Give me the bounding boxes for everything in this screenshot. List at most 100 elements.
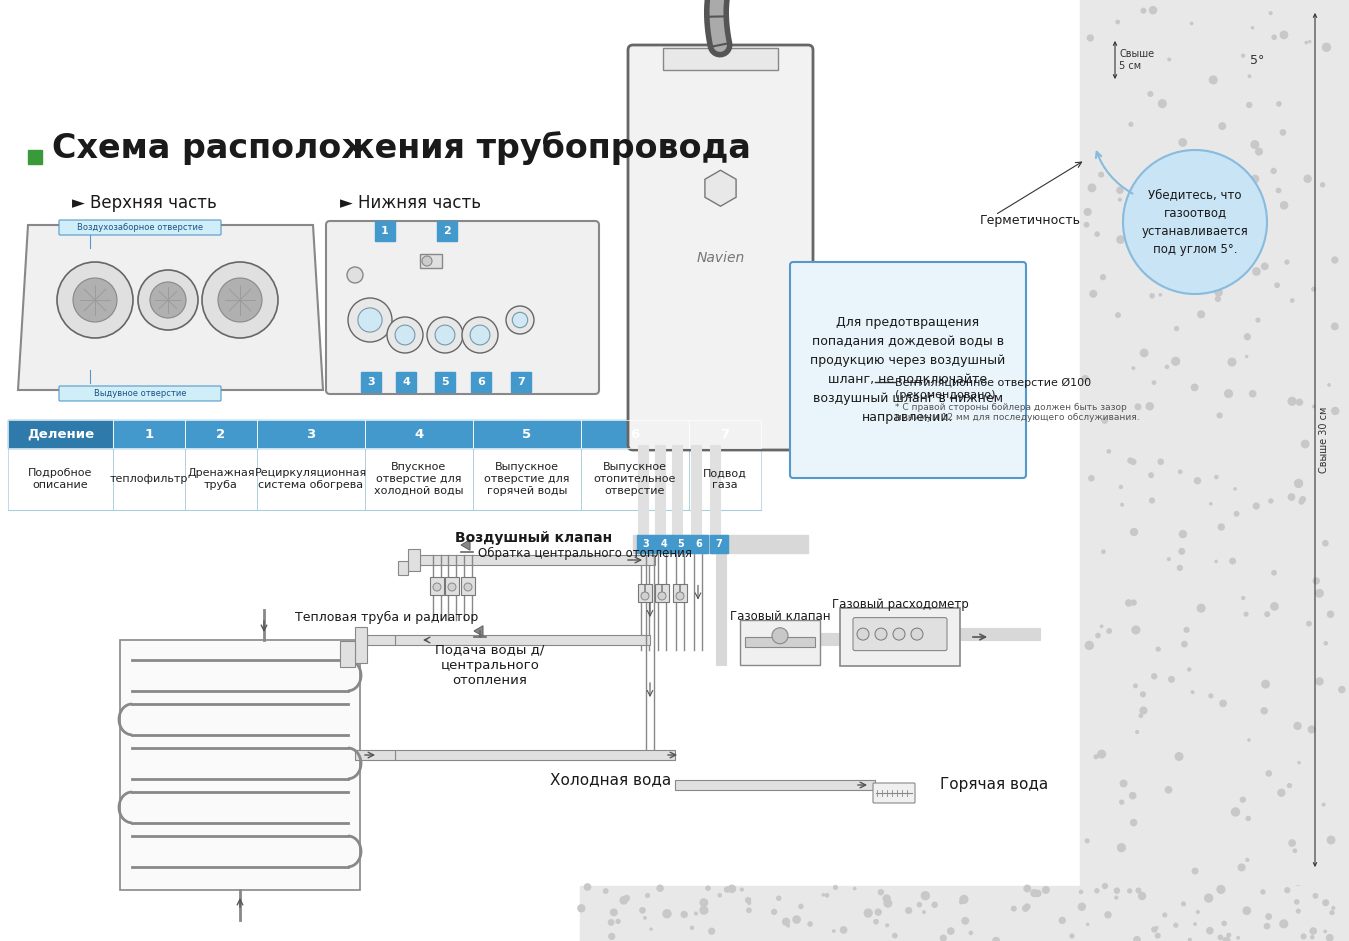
Circle shape <box>73 278 117 322</box>
Circle shape <box>1290 911 1295 917</box>
Circle shape <box>772 628 788 644</box>
Circle shape <box>1116 21 1120 24</box>
FancyBboxPatch shape <box>59 220 221 235</box>
Circle shape <box>1179 901 1184 905</box>
Bar <box>960 628 1040 640</box>
Text: Воздушный клапан: Воздушный клапан <box>455 531 612 545</box>
Circle shape <box>1325 642 1327 645</box>
Circle shape <box>1265 914 1271 919</box>
Text: 4: 4 <box>414 427 424 440</box>
Bar <box>355 750 395 760</box>
Circle shape <box>1141 8 1145 13</box>
Circle shape <box>1329 935 1331 938</box>
Circle shape <box>1280 130 1286 136</box>
Bar <box>689 448 761 510</box>
Circle shape <box>1159 100 1166 107</box>
Circle shape <box>1140 249 1144 253</box>
Circle shape <box>893 933 897 938</box>
Circle shape <box>681 912 687 917</box>
FancyBboxPatch shape <box>853 617 947 650</box>
Circle shape <box>1331 407 1338 414</box>
Bar <box>689 535 708 553</box>
Circle shape <box>1193 869 1198 874</box>
FancyBboxPatch shape <box>326 221 599 394</box>
Bar <box>366 420 473 448</box>
Circle shape <box>1190 23 1193 24</box>
Circle shape <box>1159 459 1163 464</box>
Text: 1: 1 <box>144 427 154 440</box>
Circle shape <box>876 628 888 640</box>
Circle shape <box>1253 268 1260 275</box>
Circle shape <box>728 885 735 892</box>
Circle shape <box>1256 318 1260 322</box>
Text: 3: 3 <box>642 539 649 549</box>
Circle shape <box>676 592 684 600</box>
Circle shape <box>357 308 382 332</box>
Circle shape <box>1205 894 1213 902</box>
Circle shape <box>1298 761 1300 764</box>
Circle shape <box>1128 458 1133 463</box>
Bar <box>689 420 761 448</box>
Bar <box>673 584 687 602</box>
Circle shape <box>1168 677 1174 682</box>
Circle shape <box>1166 365 1168 369</box>
Circle shape <box>138 270 198 330</box>
Circle shape <box>1191 691 1194 694</box>
Circle shape <box>1323 900 1329 905</box>
FancyBboxPatch shape <box>629 45 813 450</box>
Bar <box>656 445 665 535</box>
Text: 5: 5 <box>522 427 532 440</box>
Circle shape <box>1309 726 1315 733</box>
Circle shape <box>657 885 664 891</box>
Circle shape <box>884 895 890 902</box>
Circle shape <box>1129 792 1136 799</box>
Text: Воздухозаборное отверстие: Воздухозаборное отверстие <box>77 222 204 231</box>
Circle shape <box>940 935 946 941</box>
Text: Дренажная
труба: Дренажная труба <box>188 469 255 490</box>
Circle shape <box>584 884 591 890</box>
Bar <box>656 535 673 553</box>
Text: 2: 2 <box>442 226 451 236</box>
Circle shape <box>1210 502 1211 504</box>
Circle shape <box>348 298 393 342</box>
Circle shape <box>749 901 750 904</box>
Circle shape <box>658 592 666 600</box>
Circle shape <box>1133 936 1140 941</box>
Circle shape <box>219 278 262 322</box>
Text: Тепловая труба и радиатор: Тепловая труба и радиатор <box>295 611 479 624</box>
Circle shape <box>1264 923 1269 929</box>
Bar <box>185 420 258 448</box>
Circle shape <box>1174 266 1179 271</box>
Circle shape <box>1317 678 1323 685</box>
Circle shape <box>1118 199 1121 201</box>
Bar <box>1081 0 1349 941</box>
Circle shape <box>793 916 800 923</box>
Circle shape <box>1278 789 1284 796</box>
Bar <box>581 448 689 510</box>
Text: Обратка центрального отопления: Обратка центрального отопления <box>478 547 692 560</box>
Circle shape <box>1175 327 1179 330</box>
Circle shape <box>577 905 585 912</box>
Circle shape <box>1152 674 1156 678</box>
Circle shape <box>1178 566 1182 570</box>
Text: 4: 4 <box>402 377 410 387</box>
Circle shape <box>1238 901 1244 906</box>
Text: Впускное
отверстие для
холодной воды: Впускное отверстие для холодной воды <box>374 462 464 496</box>
Circle shape <box>1215 289 1222 295</box>
Circle shape <box>1261 680 1269 688</box>
Circle shape <box>1296 909 1300 913</box>
Text: ► Нижняя часть: ► Нижняя часть <box>340 194 482 212</box>
Bar <box>407 549 420 571</box>
Circle shape <box>1133 684 1137 688</box>
Circle shape <box>1229 170 1233 174</box>
Text: ► Верхняя часть: ► Верхняя часть <box>71 194 217 212</box>
Circle shape <box>724 887 730 892</box>
Bar <box>395 750 674 760</box>
Circle shape <box>1023 905 1028 911</box>
Circle shape <box>1219 700 1226 707</box>
Circle shape <box>1140 707 1147 714</box>
Bar <box>471 372 491 392</box>
Circle shape <box>1252 175 1259 183</box>
Text: Свыше
5 см: Свыше 5 см <box>1120 49 1155 71</box>
Circle shape <box>1147 403 1153 409</box>
